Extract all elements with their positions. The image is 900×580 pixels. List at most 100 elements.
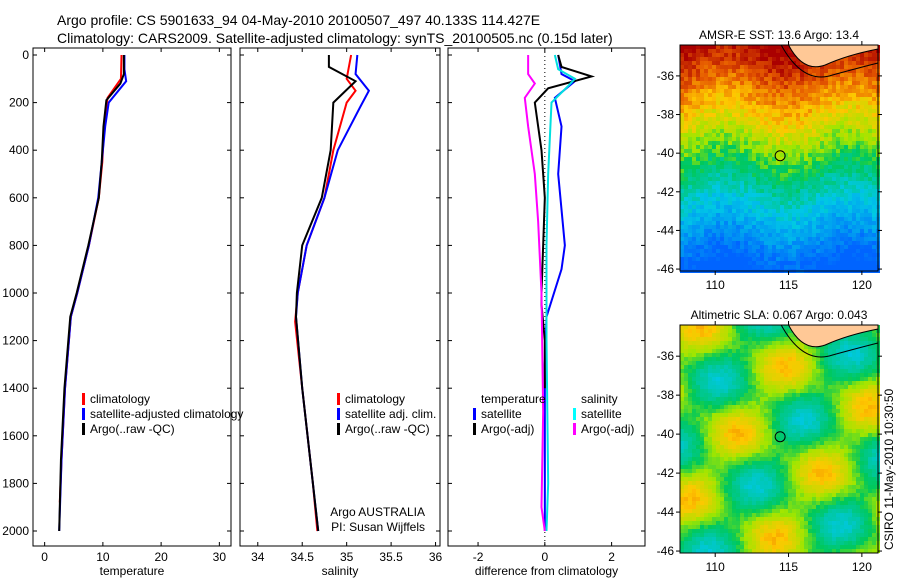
map-cell: [724, 429, 728, 433]
map-cell: [816, 393, 820, 397]
map-cell: [688, 405, 692, 409]
map-cell: [820, 429, 824, 433]
map-cell: [720, 265, 724, 269]
map-cell: [792, 361, 796, 365]
map-cell: [716, 201, 720, 205]
map-cell: [720, 225, 724, 229]
map-cell: [704, 225, 708, 229]
map-cell: [860, 337, 864, 341]
map-cell: [796, 449, 800, 453]
map-cell: [732, 57, 736, 61]
map-cell: [848, 341, 852, 345]
map-cell: [868, 445, 872, 449]
map-cell: [708, 265, 712, 269]
map-cell: [840, 161, 844, 165]
map-cell: [708, 449, 712, 453]
map-cell: [812, 361, 816, 365]
map-cell: [836, 341, 840, 345]
map-cell: [684, 129, 688, 133]
map-cell: [816, 237, 820, 241]
map-cell: [700, 217, 704, 221]
map-cell: [700, 453, 704, 457]
map-cell: [852, 225, 856, 229]
map-cell: [684, 341, 688, 345]
map-cell: [700, 449, 704, 453]
map-cell: [776, 129, 780, 133]
map-cell: [804, 445, 808, 449]
map-cell: [704, 117, 708, 121]
map-cell: [796, 349, 800, 353]
map-cell: [832, 453, 836, 457]
map-cell: [860, 81, 864, 85]
map-cell: [744, 433, 748, 437]
map-cell: [760, 221, 764, 225]
map-cell: [788, 461, 792, 465]
map-cell: [840, 401, 844, 405]
map-cell: [844, 177, 848, 181]
map-cell: [800, 101, 804, 105]
map-cell: [760, 329, 764, 333]
map-cell: [820, 125, 824, 129]
map-cell: [840, 69, 844, 73]
map-cell: [744, 177, 748, 181]
map-cell: [832, 445, 836, 449]
map-cell: [784, 189, 788, 193]
map-cell: [872, 209, 876, 213]
map-cell: [680, 141, 684, 145]
map-cell: [720, 437, 724, 441]
map-cell: [688, 85, 692, 89]
map-cell: [712, 105, 716, 109]
map-cell: [740, 393, 744, 397]
map-cell: [864, 369, 868, 373]
map-cell: [692, 129, 696, 133]
map-cell: [804, 369, 808, 373]
map-cell: [852, 369, 856, 373]
map-cell: [792, 337, 796, 341]
map-cell: [852, 77, 856, 81]
map-cell: [704, 253, 708, 257]
map-cell: [852, 161, 856, 165]
map-cell: [804, 117, 808, 121]
map-cell: [832, 69, 836, 73]
map-cell: [800, 105, 804, 109]
map-cell: [708, 133, 712, 137]
map-cell: [780, 229, 784, 233]
map-cell: [760, 169, 764, 173]
map-cell: [756, 121, 760, 125]
map-cell: [824, 369, 828, 373]
map-cell: [808, 253, 812, 257]
map-cell: [740, 145, 744, 149]
map-cell: [716, 125, 720, 129]
map-cell: [732, 101, 736, 105]
map-cell: [700, 109, 704, 113]
map-cell: [700, 185, 704, 189]
map-cell: [824, 129, 828, 133]
map-cell: [684, 81, 688, 85]
map-cell: [832, 161, 836, 165]
map-cell: [840, 177, 844, 181]
map-cell: [732, 161, 736, 165]
map-cell: [792, 113, 796, 117]
map-cell: [700, 357, 704, 361]
map-cell: [760, 53, 764, 57]
map-cell: [704, 365, 708, 369]
map-cell: [712, 241, 716, 245]
map-cell: [856, 457, 860, 461]
map-cell: [808, 417, 812, 421]
map-cell: [680, 249, 684, 253]
map-cell: [808, 473, 812, 477]
map-cell: [780, 185, 784, 189]
map-cell: [768, 449, 772, 453]
map-cell: [736, 141, 740, 145]
map-cell: [684, 53, 688, 57]
map-cell: [740, 357, 744, 361]
map-cell: [764, 133, 768, 137]
map-cell: [692, 149, 696, 153]
map-cell: [768, 445, 772, 449]
map-cell: [696, 233, 700, 237]
map-cell: [776, 333, 780, 337]
map-cell: [824, 449, 828, 453]
map-cell: [836, 205, 840, 209]
map-cell: [688, 445, 692, 449]
map-cell: [772, 113, 776, 117]
